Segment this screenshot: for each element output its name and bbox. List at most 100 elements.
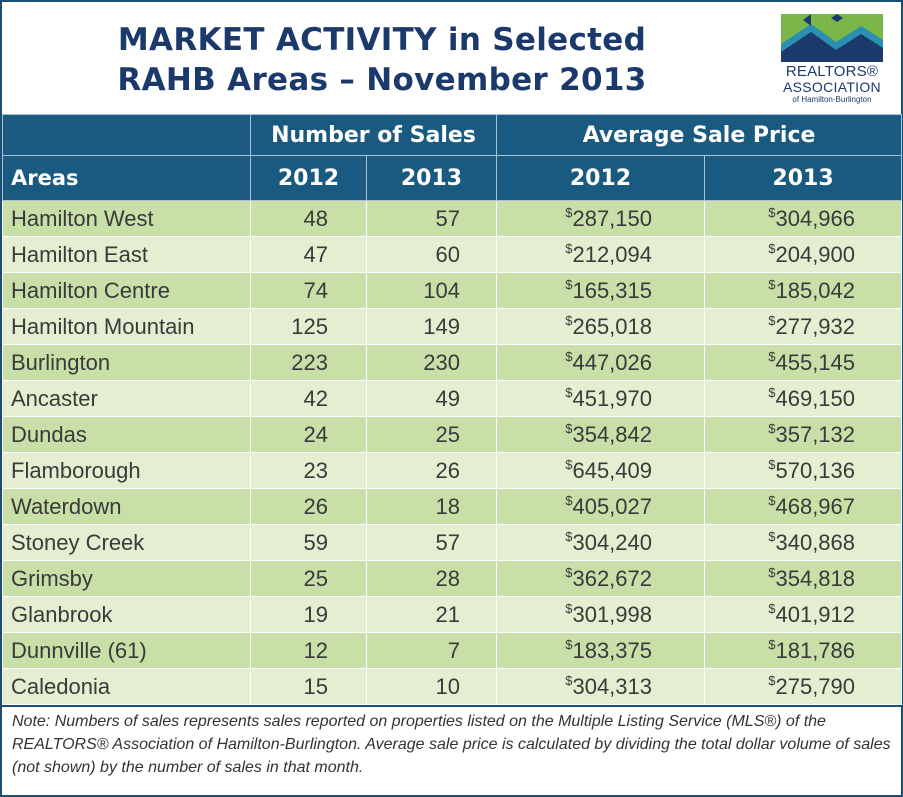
price-2012-cell-value: 354,842	[572, 422, 652, 447]
page-title: MARKET ACTIVITY in Selected RAHB Areas –…	[2, 20, 762, 100]
price-2013-cell: $468,967	[703, 488, 903, 525]
currency-symbol: $	[565, 457, 573, 472]
title-line-1: MARKET ACTIVITY in Selected	[117, 22, 647, 58]
price-2012-cell: $183,375	[496, 632, 705, 669]
sales-2013-cell: 7	[366, 632, 497, 669]
currency-symbol: $	[768, 457, 776, 472]
price-2013-cell: $204,900	[703, 236, 903, 273]
currency-symbol: $	[565, 673, 573, 688]
price-2012-cell: $405,027	[496, 488, 705, 525]
area-cell: Burlington	[2, 344, 251, 381]
table-row: Glanbrook 19 21 $301,998 $401,912	[2, 596, 903, 633]
price-2012-cell-value: 287,150	[572, 206, 652, 231]
price-2013-cell-value: 340,868	[775, 530, 856, 555]
table-row: Dundas 24 25 $354,842 $357,132	[2, 416, 903, 453]
currency-symbol: $	[768, 349, 776, 364]
area-cell-value: Hamilton Centre	[11, 277, 170, 303]
price-2012-cell: $362,672	[496, 560, 705, 597]
logo-line-3: of Hamilton-Burlington	[792, 95, 872, 104]
table-row: Stoney Creek 59 57 $304,240 $340,868	[2, 524, 903, 561]
sales-2013-cell-value: 149	[423, 313, 460, 339]
sales-2013-cell-value: 7	[447, 637, 460, 663]
market-activity-table: Number of Sales Average Sale Price Areas…	[2, 114, 903, 705]
currency-symbol: $	[565, 493, 573, 508]
sales-2012-cell: 223	[250, 344, 367, 381]
price-2012-header: 2012	[496, 155, 705, 201]
table-row: Waterdown 26 18 $405,027 $468,967	[2, 488, 903, 525]
table-row: Dunnville (61) 12 7 $183,375 $181,786	[2, 632, 903, 669]
price-2012-cell: $165,315	[496, 272, 705, 309]
sales-2013-header: 2013	[366, 155, 497, 201]
sales-2012-cell: 74	[250, 272, 367, 309]
price-2012-cell-value: 165,315	[572, 278, 652, 303]
sales-2013-cell: 104	[366, 272, 497, 309]
currency-symbol: $	[565, 601, 573, 616]
sales-2012-cell: 12	[250, 632, 367, 669]
table-row: Hamilton Centre 74 104 $165,315 $185,042	[2, 272, 903, 309]
logo-line-2: ASSOCIATION	[783, 79, 881, 95]
price-2012-cell: $287,150	[496, 200, 705, 237]
table-body: Hamilton West 48 57 $287,150 $304,966 Hamilto…	[2, 200, 903, 705]
currency-symbol: $	[565, 565, 573, 580]
price-2013-cell-value: 357,132	[775, 422, 856, 447]
table-row: Ancaster 42 49 $451,970 $469,150	[2, 380, 903, 417]
sales-2013-cell: 25	[366, 416, 497, 453]
sales-2012-cell: 125	[250, 308, 367, 345]
price-2012-cell: $451,970	[496, 380, 705, 417]
price-2013-cell: $340,868	[703, 524, 903, 561]
sales-2013-cell-value: 28	[435, 565, 460, 591]
area-cell: Hamilton East	[2, 236, 251, 273]
price-2013-cell: $401,912	[703, 596, 903, 633]
currency-symbol: $	[768, 637, 776, 652]
price-2013-cell-value: 468,967	[775, 494, 856, 519]
sales-2012-cell: 23	[250, 452, 367, 489]
price-2012-cell-value: 405,027	[572, 494, 652, 519]
realtors-association-logo: REALTORS® ASSOCIATION of Hamilton-Burlin…	[777, 14, 887, 106]
currency-symbol: $	[768, 601, 776, 616]
price-2013-cell: $185,042	[703, 272, 903, 309]
sales-2012-cell-value: 26	[303, 493, 328, 519]
sales-2012-cell: 48	[250, 200, 367, 237]
price-2012-cell: $304,313	[496, 668, 705, 705]
average-sale-price-header: Average Sale Price	[495, 114, 903, 156]
sales-2013-cell: 57	[366, 200, 497, 237]
currency-symbol: $	[565, 385, 573, 400]
area-cell-value: Dundas	[11, 421, 87, 447]
sales-2013-cell: 21	[366, 596, 497, 633]
currency-symbol: $	[565, 529, 573, 544]
area-cell: Hamilton West	[2, 200, 251, 237]
footnote: Note: Numbers of sales represents sales …	[12, 713, 891, 776]
table-row: Caledonia 15 10 $304,313 $275,790	[2, 668, 903, 705]
sales-2012-cell: 24	[250, 416, 367, 453]
price-2012-cell-value: 183,375	[572, 638, 652, 663]
currency-symbol: $	[768, 421, 776, 436]
price-2013-cell-value: 204,900	[775, 242, 856, 267]
sales-2012-cell-value: 47	[303, 241, 328, 267]
price-2012-cell: $304,240	[496, 524, 705, 561]
house-roof-icon	[781, 14, 883, 62]
sales-2012-header: 2012	[250, 155, 367, 201]
price-2013-cell-value: 181,786	[775, 638, 856, 663]
logo-line-1: REALTORS®	[785, 63, 879, 80]
area-cell: Hamilton Centre	[2, 272, 251, 309]
currency-symbol: $	[565, 421, 573, 436]
sales-2012-cell-value: 48	[303, 205, 328, 231]
currency-symbol: $	[768, 673, 776, 688]
sales-2012-cell-value: 19	[303, 601, 328, 627]
price-2013-cell: $181,786	[703, 632, 903, 669]
price-2012-cell-value: 265,018	[572, 314, 652, 339]
note-divider	[2, 705, 901, 707]
sales-2012-cell-value: 74	[303, 277, 328, 303]
table-row: Hamilton Mountain 125 149 $265,018 $277,932	[2, 308, 903, 345]
sales-2013-cell-value: 60	[435, 241, 460, 267]
sales-2012-cell-value: 23	[303, 457, 328, 483]
area-cell-value: Hamilton West	[11, 205, 154, 231]
area-cell-value: Stoney Creek	[11, 529, 145, 555]
price-2013-cell: $275,790	[703, 668, 903, 705]
price-2012-cell: $447,026	[496, 344, 705, 381]
area-cell-value: Grimsby	[11, 565, 93, 591]
area-cell: Dunnville (61)	[2, 632, 251, 669]
table-row: Grimsby 25 28 $362,672 $354,818	[2, 560, 903, 597]
area-cell: Flamborough	[2, 452, 251, 489]
